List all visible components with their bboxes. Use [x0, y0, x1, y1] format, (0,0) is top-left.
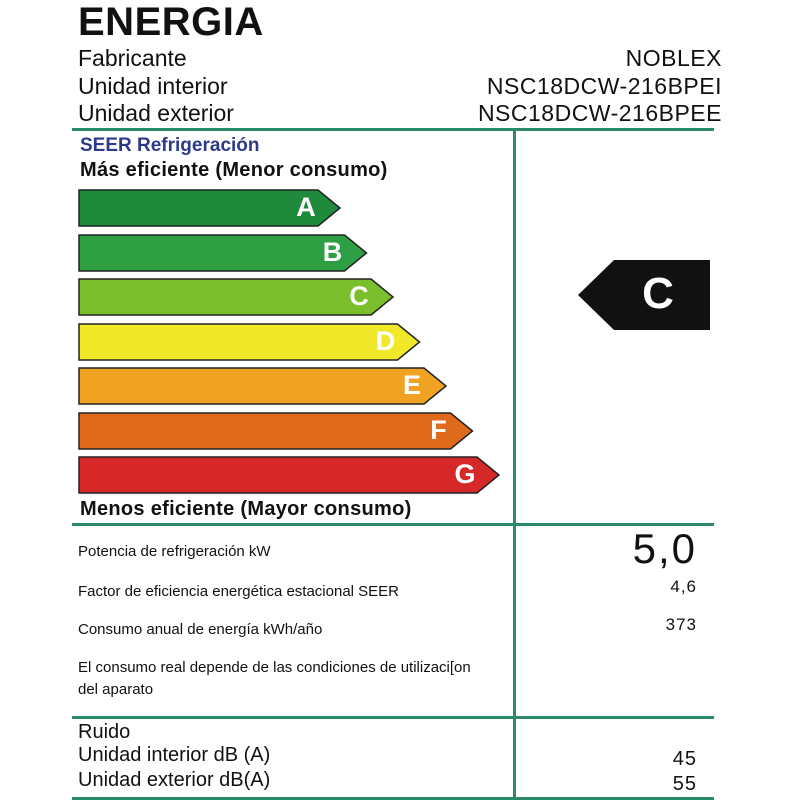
noise-indoor-label: Unidad interior dB (A) [78, 744, 271, 766]
rule-after-scale [72, 523, 714, 526]
outdoor-unit-value: NSC18DCW-216BPEE [477, 100, 722, 126]
energy-band-shape [78, 411, 474, 450]
energy-band-shape [78, 278, 395, 316]
seer-value: 4,6 [670, 577, 697, 596]
power-label: Potencia de refrigeración kW [78, 543, 271, 560]
noise-outdoor-label: Unidad exterior dB(A) [78, 769, 271, 791]
energy-band-letter: E [402, 370, 421, 400]
energy-band-shape [78, 322, 421, 361]
rule-top [72, 128, 714, 131]
scale-bottom-label: Menos eficiente (Mayor consumo) [80, 498, 412, 520]
rating-letter: C [642, 269, 674, 318]
energy-band-letter: F [430, 414, 447, 445]
noise-indoor-value: 45 [672, 748, 697, 770]
rule-before-noise [72, 716, 714, 719]
outdoor-unit-label: Unidad exterior [78, 100, 234, 126]
consumption-value: 373 [665, 615, 697, 634]
manufacturer-label: Fabricante [78, 45, 187, 71]
energy-band-shape [78, 233, 368, 272]
seer-section-title: SEER Refrigeración [80, 135, 260, 156]
energy-band-shape [78, 456, 501, 494]
seer-label: Factor de eficiencia energética estacion… [78, 583, 400, 600]
energy-band-shape [78, 367, 448, 405]
energy-band-letter: C [349, 281, 369, 311]
indoor-unit-value: NSC18DCW-216BPEI [486, 73, 722, 99]
rule-column-divider [513, 128, 516, 800]
energy-band-letter: B [322, 236, 343, 267]
energy-band-letter: A [296, 192, 316, 222]
power-value: 5,0 [632, 525, 697, 572]
manufacturer-value: NOBLEX [625, 45, 722, 71]
scale-top-label: Más eficiente (Menor consumo) [80, 159, 388, 181]
consumption-note: El consumo real depende de las condicion… [78, 659, 471, 698]
rating-arrow-shape [578, 260, 710, 330]
label-title: ENERGIA [78, 0, 264, 44]
noise-outdoor-value: 55 [672, 773, 697, 795]
energy-band-letter: G [454, 459, 476, 489]
energy-band-letter: D [375, 325, 396, 356]
rule-bottom [72, 797, 714, 800]
indoor-unit-label: Unidad interior [78, 73, 228, 99]
consumption-label: Consumo anual de energía kWh/año [78, 621, 323, 638]
rating-pointer: C [578, 260, 710, 330]
noise-title: Ruido [78, 721, 131, 743]
energy-band-shape [78, 189, 342, 227]
